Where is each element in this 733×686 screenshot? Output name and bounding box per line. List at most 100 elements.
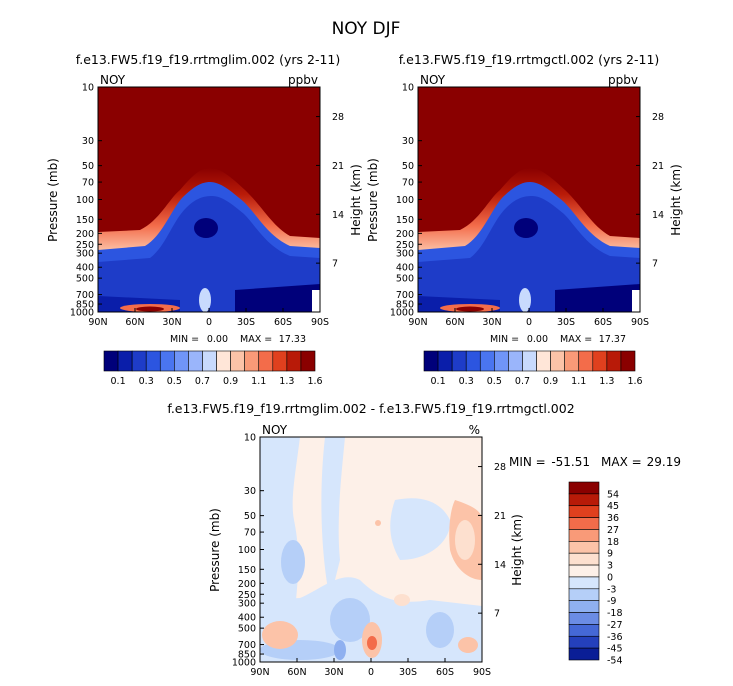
colorbar-label: -3	[607, 584, 616, 595]
ytick-label: 30	[244, 486, 256, 497]
colorbar-swatch	[568, 517, 600, 530]
xtick-label: 60S	[274, 317, 292, 328]
panel-b-variable: NOY	[420, 73, 446, 87]
ytick-label: 400	[76, 263, 94, 274]
panel-a-yticks-right: 28 21 14 7	[316, 112, 344, 270]
ytick-label: 400	[396, 263, 414, 274]
ytick-label: 50	[244, 511, 256, 522]
ytick-label: 500	[238, 624, 256, 635]
xtick-label: 0	[526, 317, 532, 328]
colorbar-swatch	[568, 635, 600, 649]
ytick-label: 850	[396, 300, 414, 311]
colorbar-swatch	[188, 350, 203, 372]
ytick-right-label: 28	[494, 462, 506, 473]
colorbar-label: 1.1	[571, 376, 586, 387]
xtick-label: 30S	[237, 317, 255, 328]
xtick-label: 60N	[287, 667, 306, 678]
colorbar-label: -18	[607, 608, 623, 619]
ytick-right-label: 21	[332, 161, 344, 172]
colorbar-swatch	[568, 600, 600, 613]
ytick-right-label: 28	[332, 112, 344, 123]
colorbar-label: 0.5	[487, 376, 502, 387]
colorbar-label: 0.1	[431, 376, 446, 387]
ytick-label: 700	[76, 290, 94, 301]
ytick-label: 300	[238, 599, 256, 610]
colorbar-swatch	[606, 350, 622, 372]
colorbar-label: 0.9	[223, 376, 238, 387]
colorbar-swatch	[568, 541, 600, 554]
colorbar-swatch	[550, 350, 565, 372]
ytick-label: 850	[238, 650, 256, 661]
panel-b-max-label: MAX =	[560, 334, 592, 345]
ytick-label: 30	[402, 136, 414, 147]
xtick-label: 60N	[445, 317, 464, 328]
colorbar-swatch	[508, 350, 523, 372]
colorbar-label: 45	[607, 501, 619, 512]
xtick-label: 30N	[324, 667, 343, 678]
panel-b-min-label: MIN =	[490, 334, 519, 345]
panel-a-max-label: MAX =	[240, 334, 272, 345]
ytick-label: 30	[82, 136, 94, 147]
xtick-label: 90S	[631, 317, 649, 328]
ytick-right-label: 21	[652, 161, 664, 172]
colorbar-swatch	[244, 350, 260, 372]
colorbar-swatch	[568, 588, 600, 601]
colorbar-swatch	[423, 350, 439, 372]
panel-b-units: ppbv	[608, 73, 638, 87]
panel-a: f.e13.FW5.f19_f19.rrtmglim.002 (yrs 2-11…	[46, 52, 363, 387]
colorbar-label: 0.7	[515, 376, 530, 387]
colorbar-swatch	[568, 564, 600, 578]
xtick-label: 0	[206, 317, 212, 328]
ytick-label: 70	[82, 178, 94, 189]
colorbar-label: 1.3	[599, 376, 614, 387]
panel-b-ylabel: Pressure (mb)	[366, 158, 380, 242]
panel-c-max-label: MAX =	[601, 455, 642, 469]
panel-a-field	[98, 87, 320, 312]
ytick-right-label: 14	[652, 210, 664, 221]
ytick-label: 100	[396, 195, 414, 206]
ytick-label: 100	[238, 545, 256, 556]
ytick-label: 500	[76, 274, 94, 285]
ytick-right-label: 7	[652, 259, 658, 270]
xtick-label: 90N	[250, 667, 269, 678]
panel-c-variable: NOY	[262, 423, 288, 437]
ytick-label: 70	[244, 528, 256, 539]
panel-a-colorbar: 0.1 0.3 0.5 0.7 0.9 1.1 1.3 1.6	[103, 350, 323, 387]
ytick-label: 700	[396, 290, 414, 301]
panel-a-min-label: MIN =	[170, 334, 199, 345]
ytick-right-label: 14	[494, 560, 506, 571]
ytick-label: 250	[238, 590, 256, 601]
colorbar-label: 18	[607, 537, 619, 548]
colorbar-label: -27	[607, 620, 623, 631]
colorbar-swatch	[564, 350, 580, 372]
ytick-label: 300	[76, 249, 94, 260]
colorbar-swatch	[578, 350, 594, 372]
colorbar-label: 0.3	[459, 376, 474, 387]
ytick-label: 50	[82, 161, 94, 172]
colorbar-swatch	[568, 552, 600, 566]
xtick-label: 30S	[557, 317, 575, 328]
panel-b: f.e13.FW5.f19_f19.rrtmgctl.002 (yrs 2-11…	[366, 52, 683, 387]
xtick-label: 30S	[399, 667, 417, 678]
ytick-right-label: 21	[494, 511, 506, 522]
panel-a-ylabel: Pressure (mb)	[46, 158, 60, 242]
colorbar-label: -9	[607, 596, 616, 607]
ytick-label: 50	[402, 161, 414, 172]
ytick-right-label: 7	[332, 259, 338, 270]
colorbar-swatch	[568, 505, 600, 518]
colorbar-swatch	[117, 350, 133, 372]
ytick-label: 400	[238, 613, 256, 624]
ytick-label: 1000	[232, 658, 256, 669]
colorbar-label: 1.1	[251, 376, 266, 387]
colorbar-swatch	[145, 350, 161, 372]
panel-a-subtitle: f.e13.FW5.f19_f19.rrtmglim.002 (yrs 2-11…	[76, 52, 341, 67]
xtick-label: 60S	[594, 317, 612, 328]
ytick-label: 150	[396, 215, 414, 226]
panel-c-ylabel-right: Height (km)	[510, 514, 524, 585]
colorbar-label: -45	[607, 644, 623, 655]
colorbar-swatch	[159, 350, 175, 372]
colorbar-swatch	[286, 350, 302, 372]
colorbar-label: 9	[607, 549, 613, 560]
